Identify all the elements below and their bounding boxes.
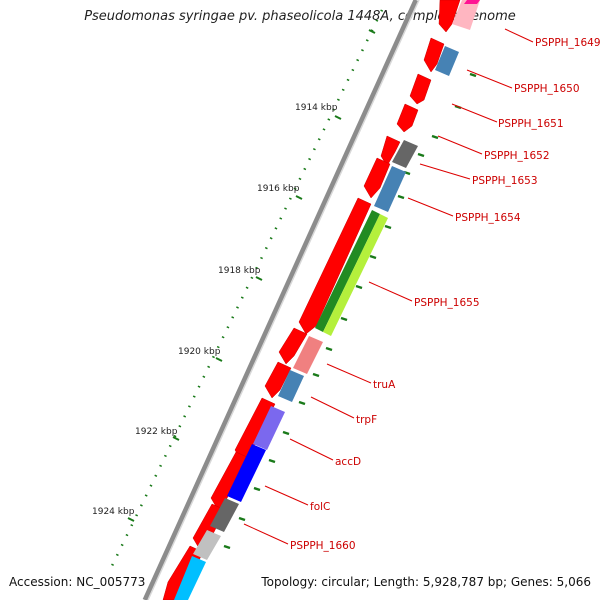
leader-line (466, 69, 513, 89)
inner-tick (312, 372, 320, 378)
scale-tick (295, 195, 303, 200)
inner-tick (223, 544, 231, 550)
scale-ticks (127, 29, 376, 522)
cds-arrow-pspph-1650[interactable] (423, 37, 445, 73)
scale-label: 1916 kbp (257, 184, 300, 194)
backbone-ring (142, 0, 419, 600)
cog-block-pspph-1649-pink[interactable] (452, 0, 480, 30)
cog-track (174, 0, 480, 600)
cog-block-pspph-1654[interactable] (374, 166, 406, 212)
scale-label: 1922 kbp (135, 427, 178, 437)
inner-tick (469, 72, 477, 78)
leader-lines (243, 28, 534, 545)
inner-tick (268, 458, 276, 464)
cds-arrow-pspph-1654[interactable] (363, 157, 391, 199)
leader-line (310, 396, 355, 419)
scale-tick (215, 357, 223, 362)
cog-block-trpf[interactable] (278, 370, 304, 402)
cds-track (162, 0, 461, 600)
inner-tick (340, 316, 348, 322)
inner-tick (253, 486, 261, 492)
leader-line (289, 438, 334, 461)
cds-arrow-pspph-1652[interactable] (396, 103, 419, 133)
gene-label-pspph-1650[interactable]: PSPPH_1650 (514, 83, 580, 95)
scale-label: 1924 kbp (92, 507, 135, 517)
cog-block-cyan[interactable] (174, 556, 206, 600)
inner-tick (298, 400, 306, 406)
gene-label-folc[interactable]: folC (310, 501, 330, 513)
backbone-highlight (147, 0, 420, 600)
gene-label-pspph-1660[interactable]: PSPPH_1660 (290, 540, 356, 552)
leader-line (264, 485, 309, 506)
inner-tick (282, 430, 290, 436)
leader-line (451, 103, 498, 123)
summary-text: Topology: circular; Length: 5,928,787 bp… (261, 575, 591, 589)
cog-block-pspph-1653[interactable] (392, 140, 418, 168)
cds-arrow-pspph-1653[interactable] (380, 135, 401, 167)
cog-block-lightgray[interactable] (193, 530, 221, 560)
inner-tick (369, 254, 377, 260)
scale-label: 1920 kbp (178, 347, 221, 357)
cog-block-pspph-1650[interactable] (435, 46, 459, 76)
inner-tick (417, 152, 425, 158)
inner-tick (355, 284, 363, 290)
cog-block-pspph-1649-magenta[interactable] (464, 0, 480, 4)
leader-line (504, 28, 534, 43)
cog-block-pspph-1655-lime[interactable] (323, 214, 388, 336)
gene-label-pspph-1654[interactable]: PSPPH_1654 (455, 212, 521, 224)
gene-label-trpf[interactable]: trpF (356, 414, 377, 426)
leader-line (326, 363, 372, 384)
gene-label-pspph-1652[interactable]: PSPPH_1652 (484, 150, 550, 162)
inner-track-ticks (223, 72, 477, 550)
cds-arrow-top[interactable] (438, 0, 461, 33)
gene-label-pspph-1651[interactable]: PSPPH_1651 (498, 118, 564, 130)
cog-block-accd[interactable] (253, 406, 285, 450)
cog-block-pspph-1660[interactable] (210, 498, 239, 532)
gene-label-pspph-1655[interactable]: PSPPH_1655 (414, 297, 480, 309)
scale-tick (172, 436, 180, 441)
inner-tick (238, 516, 246, 522)
gene-label-pspph-1653[interactable]: PSPPH_1653 (472, 175, 538, 187)
scale-labels: 1914 kbp 1916 kbp 1918 kbp 1920 kbp 1922… (92, 103, 338, 517)
leader-line (419, 163, 471, 180)
inner-tick (431, 134, 439, 140)
scale-tick (368, 29, 376, 34)
leader-line (368, 281, 413, 302)
cog-block-folc[interactable] (227, 444, 266, 502)
scale-tick (127, 517, 135, 522)
scale-tick (334, 115, 342, 120)
cds-arrow-trua[interactable] (278, 327, 308, 365)
scale-label: 1914 kbp (295, 103, 338, 113)
cds-arrow-pspph-1655[interactable] (298, 197, 372, 335)
inner-tick (325, 346, 333, 352)
gene-label-pspph-1649[interactable]: PSPPH_1649 (535, 37, 600, 49)
gene-label-trua[interactable]: truA (373, 379, 396, 391)
cds-arrow-pspph-1651[interactable] (409, 73, 432, 105)
cds-arrow-trpf[interactable] (264, 361, 292, 399)
leader-line (437, 135, 483, 155)
inner-tick (384, 224, 392, 230)
cog-block-trua[interactable] (293, 336, 323, 374)
scale-label: 1918 kbp (218, 266, 261, 276)
leader-line (407, 197, 454, 217)
inner-tick (397, 194, 405, 200)
leader-line (243, 523, 289, 545)
accession-text: Accession: NC_005773 (9, 575, 146, 589)
scale-tick (255, 276, 263, 281)
gene-label-accd[interactable]: accD (335, 456, 361, 468)
cog-block-pspph-1655-green[interactable] (315, 210, 380, 332)
gene-labels: PSPPH_1649 PSPPH_1650 PSPPH_1651 PSPPH_1… (290, 37, 600, 552)
